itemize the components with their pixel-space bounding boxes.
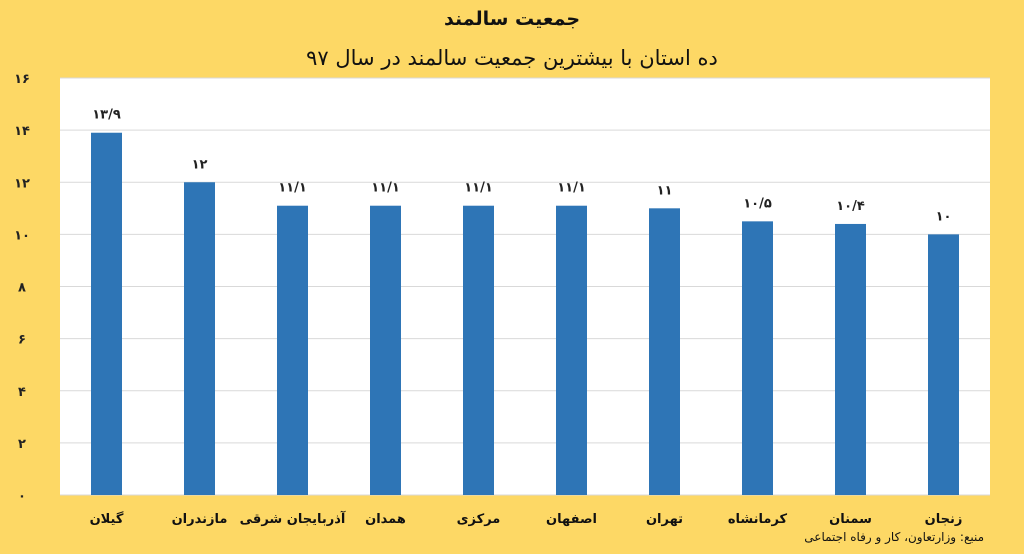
x-tick-label: آذربایجان شرقی [240, 510, 346, 527]
y-tick-label: ۶ [18, 333, 26, 348]
bar [91, 132, 122, 495]
y-tick-label: ۱۴ [14, 124, 30, 139]
data-label: ۱۱ [657, 183, 673, 198]
x-tick-label: تهران [646, 512, 683, 527]
y-tick-label: ۱۰ [14, 228, 30, 243]
source-note: منبع: وزارتعاون، کار و رفاه اجتماعی [804, 530, 984, 544]
y-tick-label: ۱۶ [14, 72, 30, 87]
data-label: ۱۱/۱ [464, 181, 493, 196]
data-label: ۱۰/۴ [836, 199, 865, 214]
bar [928, 234, 959, 495]
chart-subtitle: ده استان با بیشترین جمعیت سالمند در سال … [306, 46, 718, 70]
bar [649, 208, 680, 495]
bar [370, 205, 401, 496]
x-tick-label: اصفهان [546, 512, 597, 527]
bar [277, 205, 308, 496]
bar [835, 223, 866, 495]
bar [556, 205, 587, 496]
data-label: ۱۱/۱ [557, 181, 586, 196]
data-label: ۱۳/۹ [92, 108, 121, 123]
y-tick-label: ۱۲ [14, 176, 30, 191]
y-tick-label: ۰ [18, 489, 26, 504]
data-label: ۱۱/۱ [371, 181, 400, 196]
x-tick-label: سمنان [829, 512, 872, 527]
chart-title: جمعیت سالمند [443, 8, 581, 30]
data-label: ۱۰/۵ [743, 196, 772, 211]
x-tick-label: همدان [365, 512, 406, 527]
bar [742, 221, 773, 495]
x-tick-label: زنجان [925, 512, 963, 527]
data-label: ۱۲ [192, 157, 208, 172]
data-label: ۱۱/۱ [278, 181, 307, 196]
x-tick-label: کرمانشاه [728, 512, 788, 527]
x-tick-label: مازندران [172, 512, 228, 527]
x-tick-label: گیلان [90, 511, 124, 527]
x-tick-label: مرکزی [457, 512, 501, 527]
data-label: ۱۰ [936, 209, 952, 224]
bar [463, 205, 494, 496]
y-tick-label: ۲ [18, 437, 26, 452]
y-tick-label: ۸ [18, 281, 26, 296]
bar [184, 182, 215, 495]
y-tick-label: ۴ [18, 385, 26, 400]
